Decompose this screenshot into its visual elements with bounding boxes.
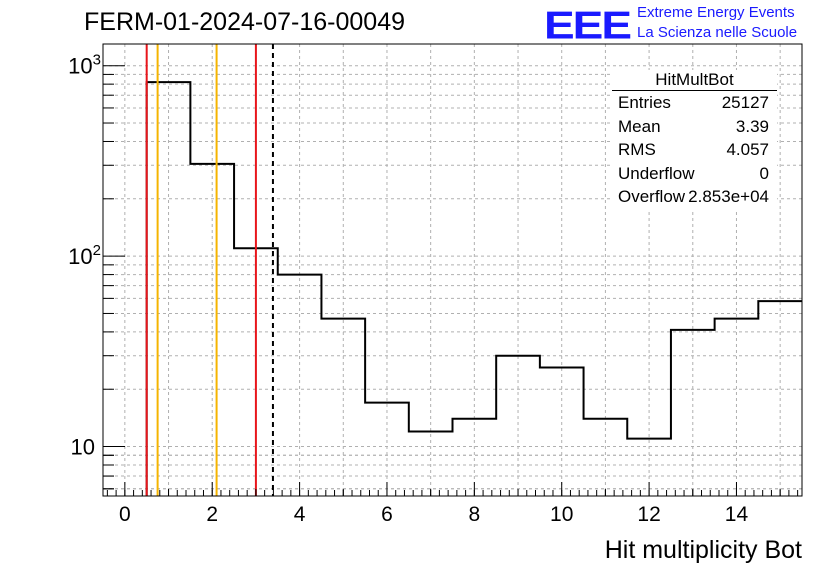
tick-labels: 0 2 4 6 8 10 12 14 10 102 103 (68, 52, 748, 526)
x-tick-label: 10 (550, 503, 573, 526)
x-tick-label: 0 (119, 503, 131, 526)
axis-ticks (103, 65, 799, 496)
stats-key: Overflow (618, 187, 686, 206)
x-axis-label: Hit multiplicity Bot (604, 536, 802, 564)
x-tick-label: 12 (637, 503, 660, 526)
logo-subtitle-2: La Scienza nelle Scuole (637, 24, 798, 41)
marker-lines (145, 44, 274, 496)
stats-row-underflow: Underflow 0 (612, 162, 777, 186)
x-tick-label: 6 (381, 503, 393, 526)
x-tick-label: 2 (206, 503, 218, 526)
stats-key: Mean (618, 116, 661, 136)
stats-row-overflow: Overflow 2.853e+04 (612, 185, 777, 209)
stats-key: Underflow (618, 163, 695, 183)
histogram (145, 81, 802, 496)
stats-row-mean: Mean 3.39 (612, 115, 777, 139)
stats-key: RMS (618, 140, 656, 159)
logo-subtitle-1: Extreme Energy Events (637, 4, 795, 21)
y-tick-label: 103 (68, 52, 101, 79)
stats-value: 25127 (721, 93, 769, 112)
stats-value: 0 (759, 163, 769, 183)
histogram-step-line (145, 81, 802, 496)
y-tick-label: 102 (68, 242, 101, 269)
stats-key: Entries (618, 93, 671, 112)
stats-title: HitMultBot (612, 70, 777, 91)
stats-value: 3.39 (735, 116, 769, 136)
eee-logo: EEE (544, 2, 632, 48)
run-title: FERM-01-2024-07-16-00049 (84, 8, 406, 36)
stats-value: 4.057 (726, 140, 769, 159)
y-tick-label: 10 (71, 435, 95, 460)
stats-box: HitMultBot Entries 25127 Mean 3.39 RMS 4… (612, 70, 777, 210)
stats-row-entries: Entries 25127 (612, 91, 777, 115)
plot-frame (102, 43, 803, 497)
x-tick-label: 14 (725, 503, 749, 526)
x-tick-label: 4 (294, 503, 306, 526)
stats-value: 2.853e+04 (688, 187, 769, 206)
stats-row-rms: RMS 4.057 (612, 138, 777, 162)
x-tick-label: 8 (469, 503, 481, 526)
